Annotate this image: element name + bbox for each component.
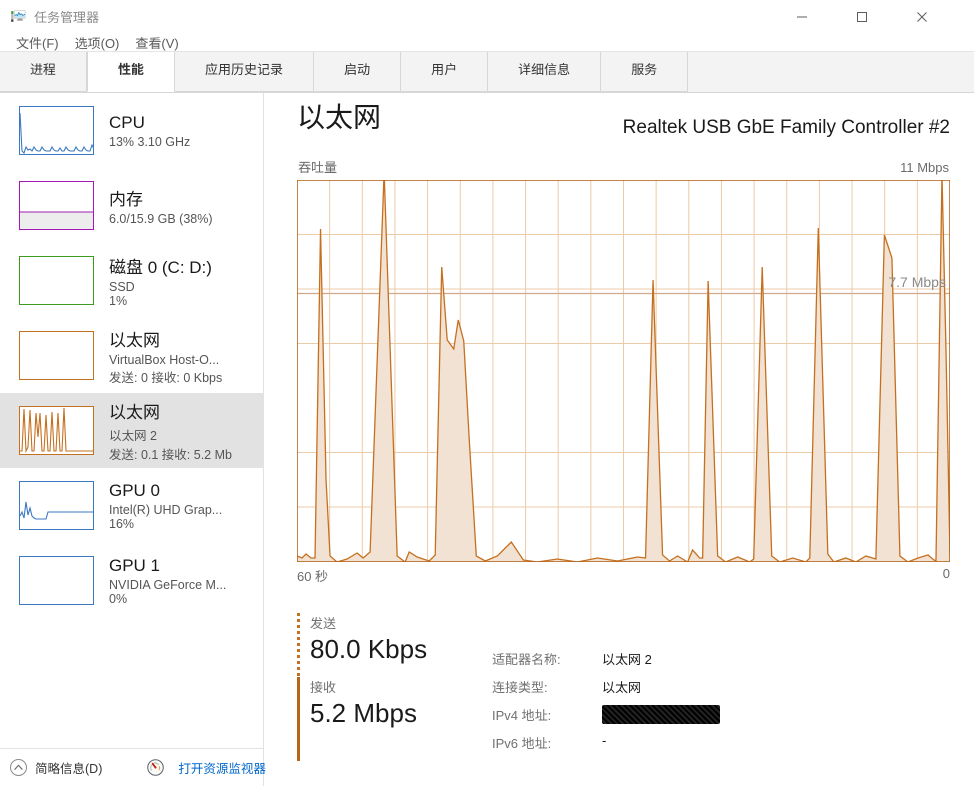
svg-text:7.7 Mbps: 7.7 Mbps bbox=[888, 274, 946, 290]
